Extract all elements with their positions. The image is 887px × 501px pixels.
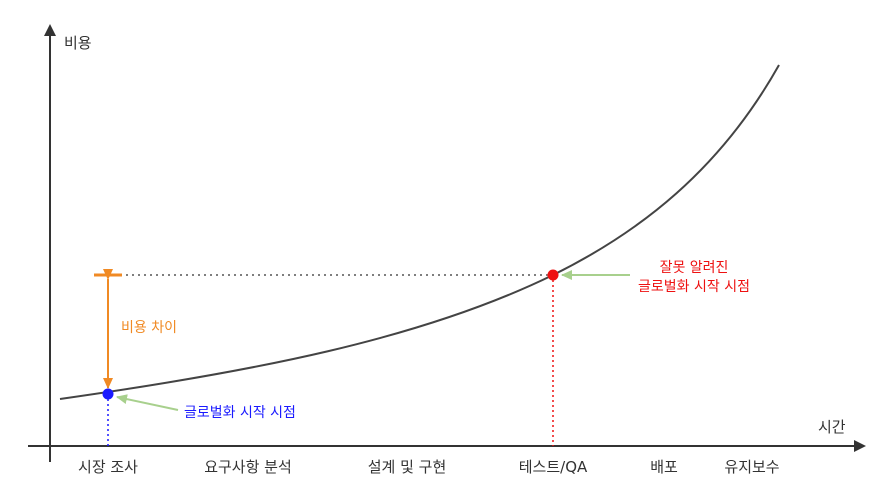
late-globalization-point (547, 269, 559, 281)
y-axis-label: 비용 (64, 34, 92, 52)
cost-curve (59, 64, 780, 400)
x-axis-label: 시간 (818, 418, 846, 436)
cost-gap-label: 비용 차이 (121, 320, 177, 336)
late-point-label-line2: 글로벌화 시작 시점 (638, 279, 750, 295)
stage-label-market-research: 시장 조사 (78, 458, 138, 476)
stage-label-maintenance: 유지보수 (724, 458, 779, 476)
early-point-label: 글로벌화 시작 시점 (184, 405, 296, 421)
stage-label-deployment: 배포 (650, 458, 678, 476)
early-point-pointer-arrow (116, 394, 179, 411)
late-point-label-line1: 잘못 알려진 (660, 260, 729, 276)
stage-label-requirements-analysis: 요구사항 분석 (204, 458, 292, 476)
stage-label-test-qa: 테스트/QA (519, 458, 588, 476)
early-globalization-point (102, 388, 114, 400)
stage-label-design-implementation: 설계 및 구현 (368, 458, 447, 476)
